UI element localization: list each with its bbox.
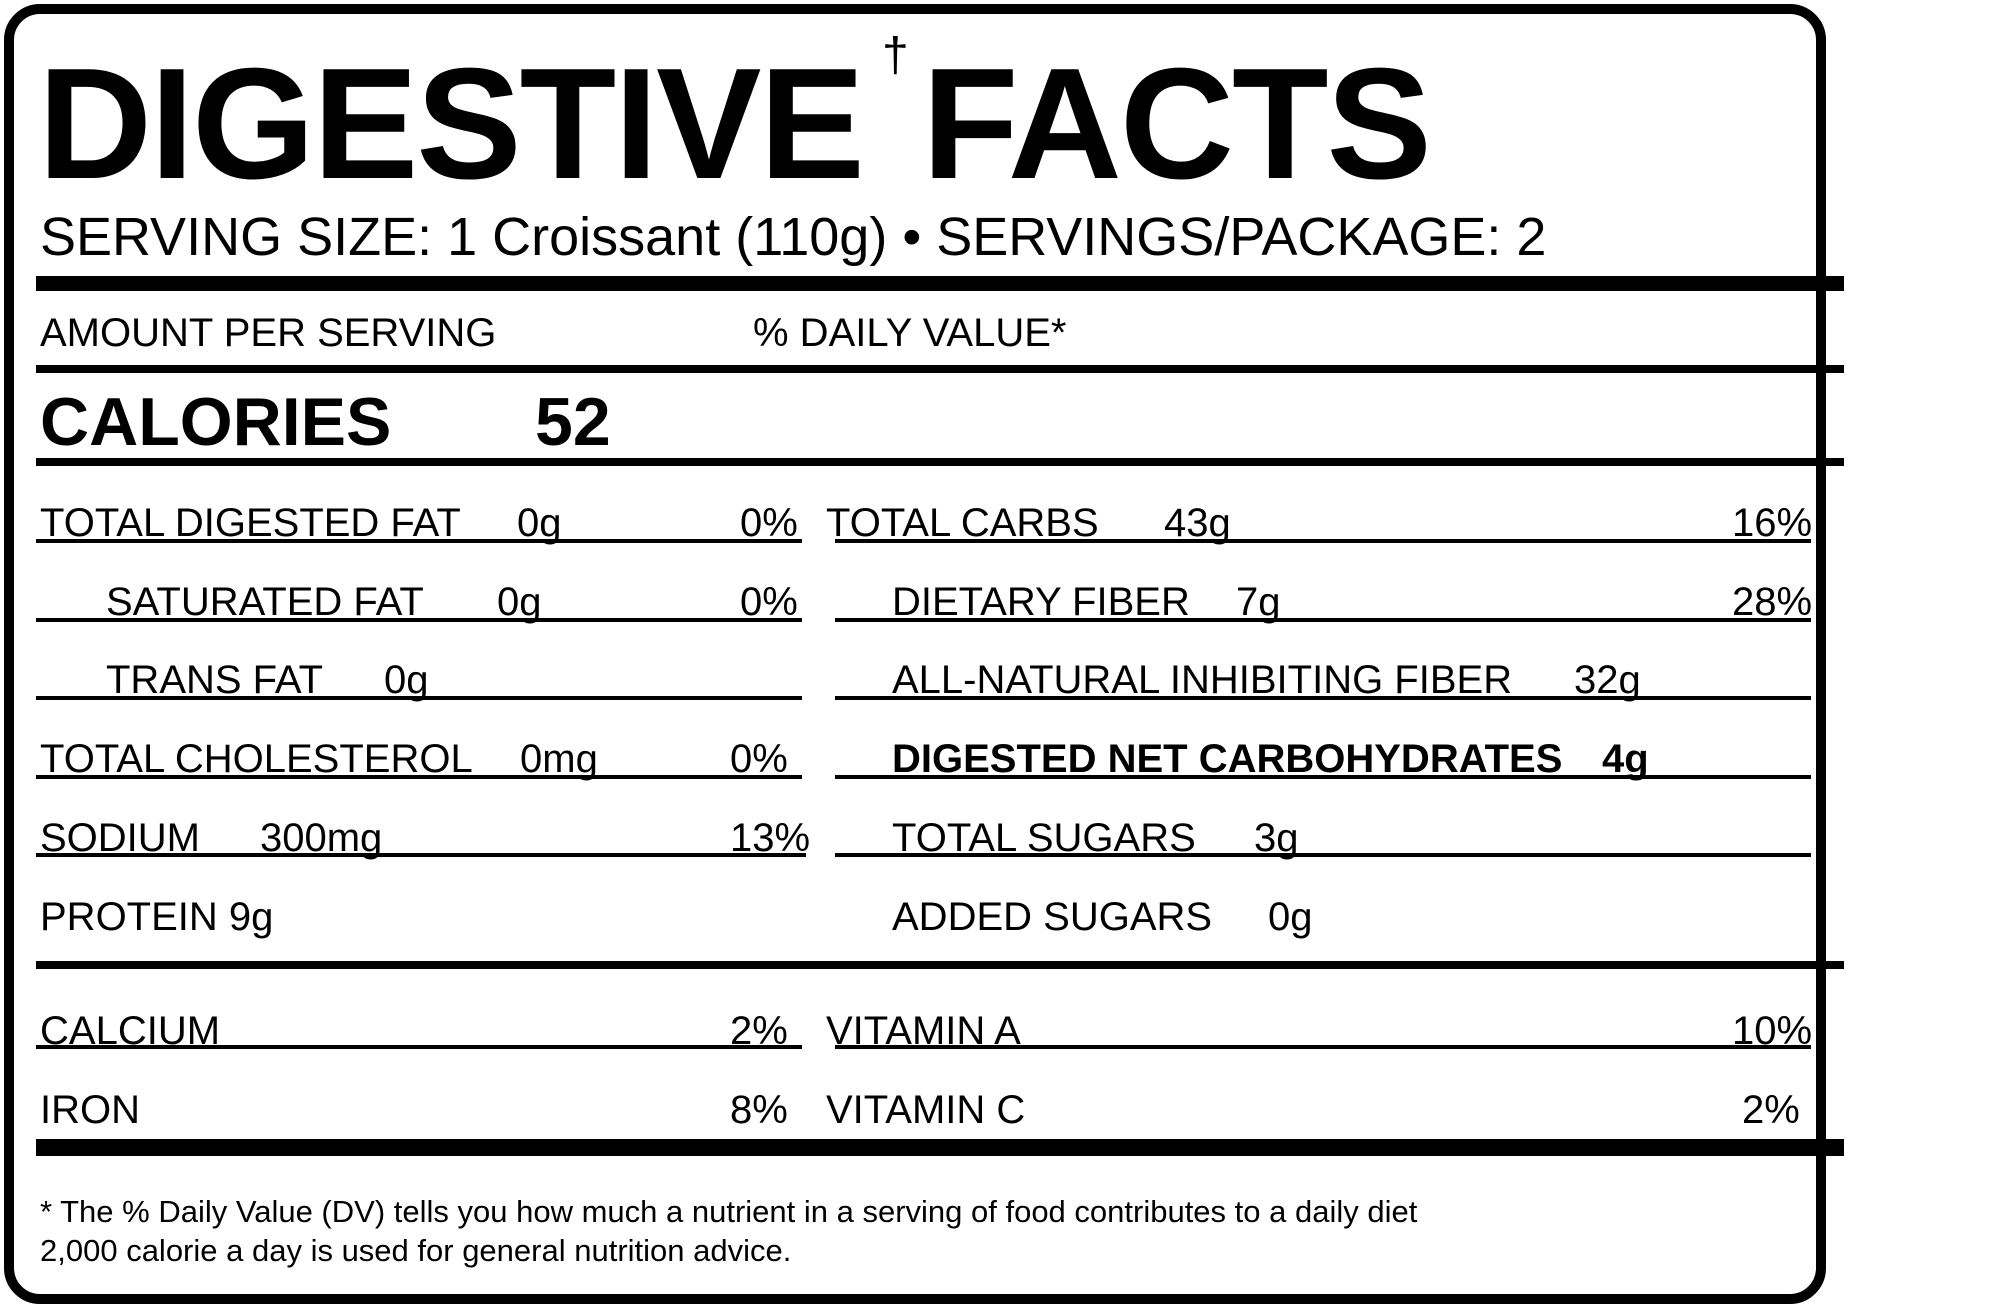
nutrient-amount: 32g xyxy=(1574,658,1641,702)
footnote-line-2: 2,000 calorie a day is used for general … xyxy=(40,1233,792,1268)
row-rule xyxy=(36,1045,802,1049)
nutrient-amount: 300mg xyxy=(260,816,383,860)
digestive-facts-label xyxy=(4,4,1826,1304)
nutrient-name: PROTEIN 9g xyxy=(40,895,274,939)
nutrient-name: DIETARY FIBER xyxy=(892,580,1190,624)
nutrient-amount: 43g xyxy=(1164,501,1231,545)
nutrient-daily-value: 28% xyxy=(1732,580,1813,624)
nutrient-name: TOTAL CHOLESTEROL xyxy=(40,737,473,781)
row-rule xyxy=(36,775,802,779)
divider-thick xyxy=(36,276,1844,291)
nutrient-name: TOTAL CARBS xyxy=(826,501,1099,545)
nutrient-name: SATURATED FAT xyxy=(106,580,424,624)
nutrient-name: TOTAL DIGESTED FAT xyxy=(40,501,461,545)
divider-medium xyxy=(36,365,1844,373)
row-rule xyxy=(835,1045,1811,1049)
row-rule xyxy=(835,539,1811,543)
nutrient-name: SODIUM xyxy=(40,816,200,860)
label-title-digestive: DIGESTIVE xyxy=(38,36,865,212)
footnote-line-1: * The % Daily Value (DV) tells you how m… xyxy=(40,1194,1418,1229)
amount-per-serving-header: AMOUNT PER SERVING xyxy=(40,311,497,355)
nutrient-name: ALL-NATURAL INHIBITING FIBER xyxy=(892,658,1513,702)
nutrient-name: TRANS FAT xyxy=(106,658,324,702)
nutrient-daily-value: 16% xyxy=(1732,501,1813,545)
nutrient-name: ADDED SUGARS xyxy=(892,895,1213,939)
nutrient-amount: 0mg xyxy=(520,737,598,781)
row-rule xyxy=(36,853,806,857)
nutrient-amount: 0g xyxy=(497,580,542,624)
nutrient-daily-value: 13% xyxy=(730,816,811,860)
nutrient-amount: 0g xyxy=(384,658,429,702)
vitamin-daily-value: 10% xyxy=(1732,1009,1813,1053)
label-title-facts: FACTS xyxy=(922,36,1432,212)
divider-medium xyxy=(36,458,1844,466)
calories-label: CALORIES xyxy=(40,384,392,460)
net-carbs-amount: 4g xyxy=(1602,737,1649,781)
nutrient-amount: 0g xyxy=(517,501,562,545)
mineral-name: IRON xyxy=(40,1088,140,1132)
nutrient-daily-value: 0% xyxy=(740,501,798,545)
row-rule xyxy=(36,618,802,622)
row-rule xyxy=(835,775,1811,779)
nutrient-amount: 7g xyxy=(1236,580,1281,624)
serving-size-line: SERVING SIZE: 1 Croissant (110g) • SERVI… xyxy=(40,207,1547,267)
row-rule xyxy=(36,696,802,700)
mineral-daily-value: 2% xyxy=(730,1009,788,1053)
vitamin-daily-value: 2% xyxy=(1742,1088,1800,1132)
row-rule xyxy=(36,539,802,543)
nutrient-daily-value: 0% xyxy=(730,737,788,781)
row-rule xyxy=(835,696,1811,700)
daily-value-header: % DAILY VALUE* xyxy=(753,311,1067,355)
calories-value: 52 xyxy=(535,384,611,460)
mineral-daily-value: 8% xyxy=(730,1088,788,1132)
vitamin-name: VITAMIN C xyxy=(826,1088,1026,1132)
vitamin-name: VITAMIN A xyxy=(826,1009,1021,1053)
nutrient-amount: 0g xyxy=(1268,895,1313,939)
title-dagger-mark: † xyxy=(882,29,909,82)
row-rule xyxy=(835,853,1811,857)
nutrient-name: TOTAL SUGARS xyxy=(892,816,1196,860)
divider-thick xyxy=(36,1139,1844,1156)
nutrient-amount: 3g xyxy=(1254,816,1299,860)
divider-medium xyxy=(36,961,1844,969)
row-rule xyxy=(835,618,1811,622)
net-carbs-name: DIGESTED NET CARBOHYDRATES xyxy=(892,737,1563,781)
mineral-name: CALCIUM xyxy=(40,1009,221,1053)
nutrient-daily-value: 0% xyxy=(740,580,798,624)
